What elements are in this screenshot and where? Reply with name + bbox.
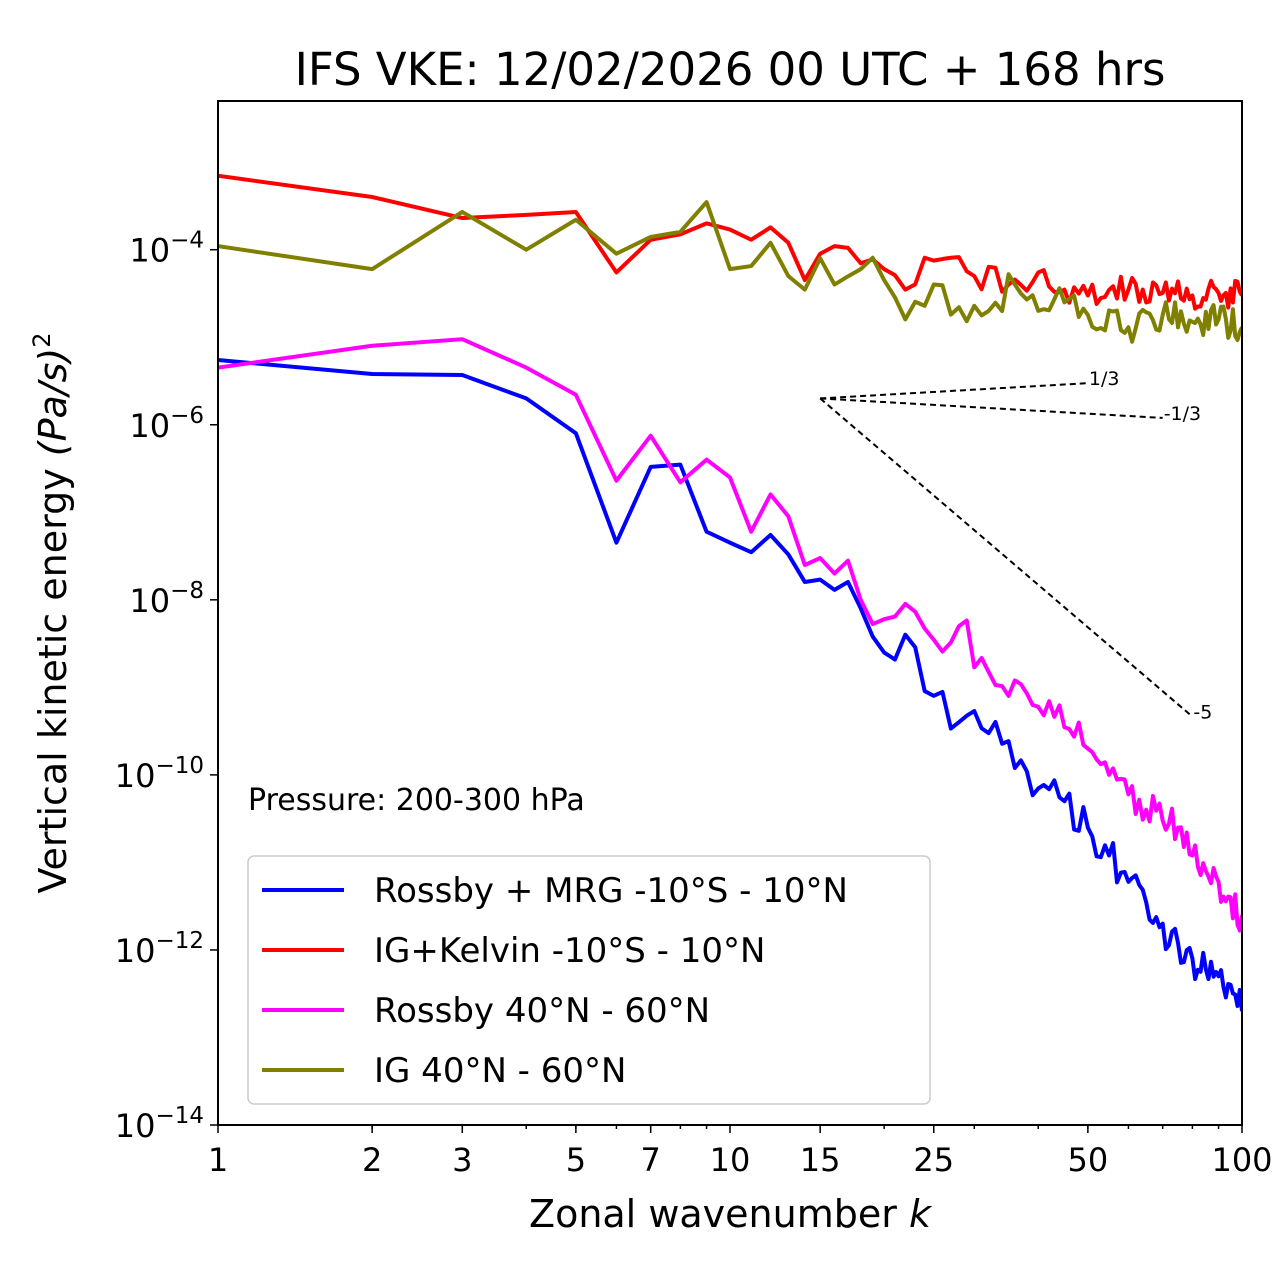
- y-tick-label: 10−12: [115, 928, 204, 970]
- chart-title: IFS VKE: 12/02/2026 00 UTC + 168 hrs: [295, 43, 1166, 96]
- series-line-2: [218, 173, 1242, 311]
- y-tick-label: 10−14: [115, 1103, 204, 1145]
- y-axis: 10−4 10−6 10−8 10−10 10−12 10−14: [115, 228, 218, 1145]
- slope-line-3: [819, 397, 1194, 718]
- x-tick-label: 15: [800, 1141, 841, 1179]
- legend-label-3: Rossby 40°N - 60°N: [374, 991, 710, 1031]
- x-tick-label: 1: [208, 1141, 228, 1179]
- x-tick-label: 25: [913, 1141, 954, 1179]
- x-tick-label: 50: [1068, 1141, 1109, 1179]
- y-tick-label: 10−6: [129, 403, 204, 445]
- x-axis: 1 2 3 5 7 10 15 25 50 100: [208, 1125, 1273, 1179]
- series-line-3: [218, 337, 1242, 933]
- reference-slopes: 1/3 -1/3 -5: [819, 368, 1212, 724]
- x-tick-label: 10: [710, 1141, 751, 1179]
- legend-frame: [247, 855, 931, 1105]
- y-tick-label: 10−4: [129, 228, 204, 270]
- slope-label-3: -5: [1193, 702, 1212, 724]
- series-line-4: [218, 200, 1242, 344]
- slope-label-2: -1/3: [1164, 403, 1201, 425]
- y-tick-label: 10−8: [129, 578, 204, 620]
- slope-line-1: [820, 382, 1088, 400]
- series-layer: [218, 173, 1242, 1012]
- x-tick-label: 7: [641, 1141, 661, 1179]
- legend-label-4: IG 40°N - 60°N: [374, 1051, 626, 1091]
- x-axis-label: Zonal wavenumber k: [529, 1192, 933, 1236]
- pressure-annotation: Pressure: 200-300 hPa: [248, 783, 585, 818]
- slope-line-2: [820, 397, 1163, 419]
- legend-label-1: Rossby + MRG -10°S - 10°N: [374, 871, 848, 911]
- x-tick-label: 3: [452, 1141, 472, 1179]
- legend-label-2: IG+Kelvin -10°S - 10°N: [374, 931, 765, 971]
- x-tick-label: 2: [362, 1141, 382, 1179]
- x-tick-label: 5: [566, 1141, 586, 1179]
- y-axis-label: Vertical kinetic energy (Pa/s)2: [28, 332, 75, 893]
- x-tick-label: 100: [1211, 1141, 1272, 1179]
- y-tick-label: 10−10: [115, 753, 204, 795]
- slope-label-1: 1/3: [1089, 368, 1120, 390]
- legend: Rossby + MRG -10°S - 10°N IG+Kelvin -10°S…: [247, 855, 931, 1105]
- series-line-1: [218, 357, 1242, 1012]
